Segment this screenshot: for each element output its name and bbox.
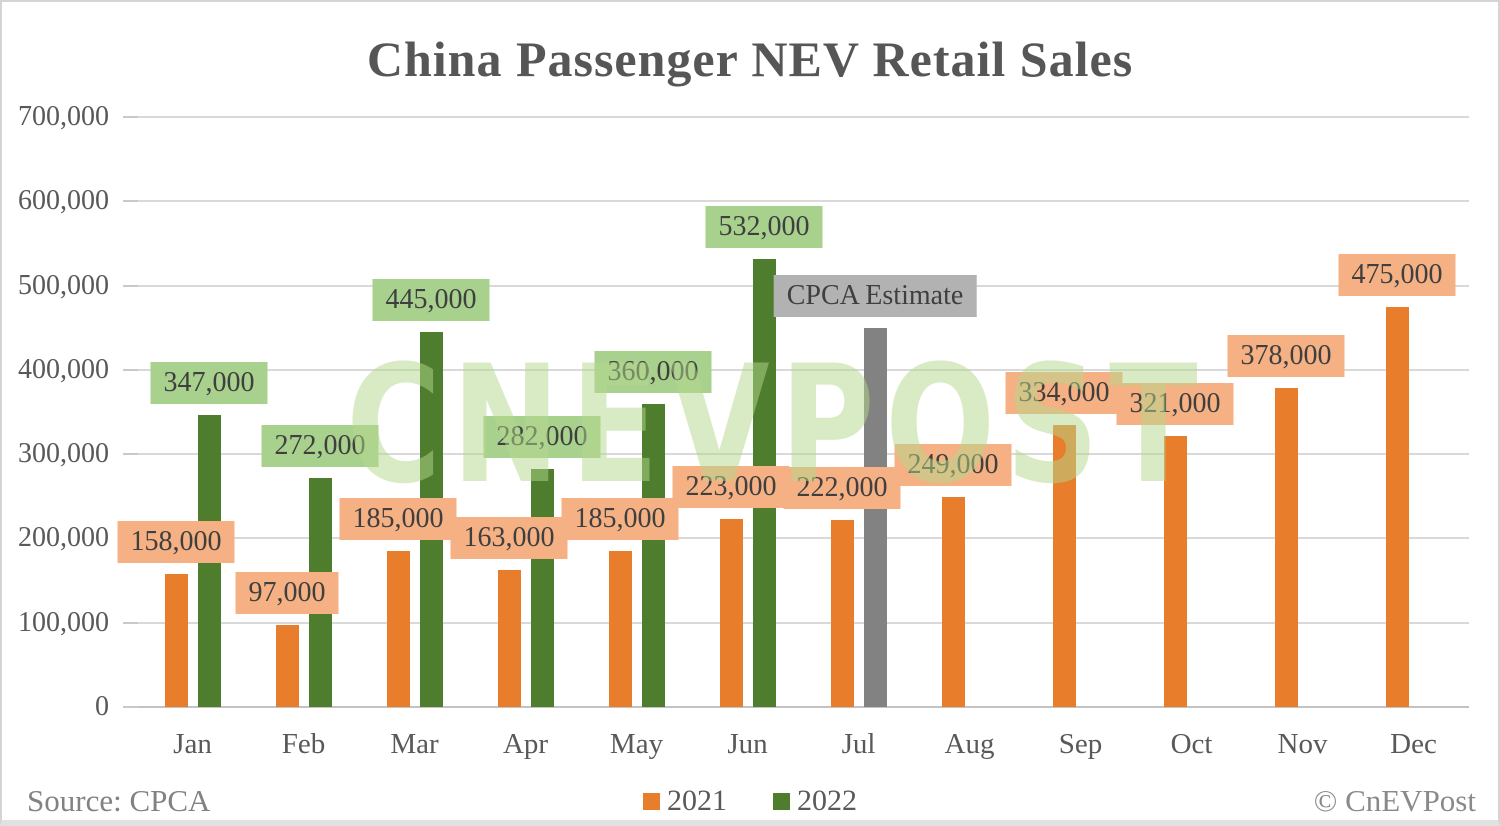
y-axis-tick-300000 [123,453,138,456]
chart-title: China Passenger NEV Retail Sales [366,31,1134,87]
x-axis-label-aug: Aug [944,728,995,760]
data-label-2021-jan: 158,000 [117,520,235,563]
data-label-2021-dec: 475,000 [1338,253,1456,296]
legend: 2021 2022 [643,786,857,816]
y-axis-tick-700000 [123,116,138,118]
x-axis-label-may: May [609,728,664,760]
bar-2022-apr [530,469,554,707]
y-axis-label-500000: 500,000 [18,269,109,301]
x-axis-label-dec: Dec [1390,728,1437,760]
gridline-600000 [137,200,1469,203]
y-axis-label-100000: 100,000 [18,606,109,638]
legend-swatch-2021 [643,792,660,810]
y-axis-tick-0 [123,706,138,708]
legend-item-2021: 2021 [643,786,727,816]
bar-2021-aug [941,497,965,707]
gridline-700000 [137,116,1469,118]
source-credit: Source: CPCA [27,783,211,818]
data-label-2022-feb: 272,000 [261,424,379,467]
legend-label-2022: 2022 [797,784,857,817]
data-label-2021-oct: 321,000 [1116,383,1234,426]
bar-2021-oct [1163,436,1187,707]
x-axis-label-feb: Feb [281,728,326,760]
y-axis-label-300000: 300,000 [18,438,109,470]
bar-2021-jan [164,573,188,707]
bar-2021-mar [386,551,410,707]
x-axis-label-jul: Jul [841,728,876,760]
y-axis-tick-500000 [123,284,138,287]
y-axis-label-700000: 700,000 [18,101,109,132]
x-axis-label-jun: Jun [727,728,768,760]
data-label-2022-apr: 282,000 [483,416,601,459]
bar-2021-apr [497,569,521,707]
data-label-2021-nov: 378,000 [1227,335,1345,378]
x-axis-label-sep: Sep [1058,728,1103,760]
gridline-0 [137,706,1469,708]
bar-2021-jun [719,519,743,707]
x-axis-label-jan: Jan [173,728,212,760]
gridline-100000 [137,621,1469,624]
data-label-2022-may: 360,000 [594,350,712,393]
bar-2022-estimate-jul [863,327,887,707]
data-label-2021-jun: 223,000 [672,466,790,509]
bar-2021-jul [830,519,854,707]
data-label-2021-feb: 97,000 [235,572,339,615]
bar-2021-may [608,551,632,707]
bar-2021-dec [1385,306,1409,707]
x-axis-label-apr: Apr [502,728,549,760]
data-label-2021-aug: 249,000 [894,444,1012,487]
legend-item-2022: 2022 [773,786,857,816]
x-axis-label-nov: Nov [1277,728,1328,760]
bar-2021-sep [1052,425,1076,707]
data-label-2022-jun: 532,000 [705,205,823,248]
legend-swatch-2022 [773,792,790,810]
data-label-2021-jul: 222,000 [783,466,901,509]
y-axis-label-200000: 200,000 [18,522,109,554]
data-label-2021-mar: 185,000 [339,498,457,541]
x-axis-label-oct: Oct [1170,728,1213,760]
copyright-credit: © CnEVPost [1313,783,1476,818]
gridline-400000 [137,368,1469,371]
x-axis-label-mar: Mar [390,728,439,760]
gridline-300000 [137,453,1469,456]
bar-2021-nov [1274,388,1298,707]
data-label-2022-mar: 445,000 [372,278,490,321]
y-axis-tick-600000 [123,200,138,203]
bar-2021-feb [275,625,299,707]
data-label-2021-apr: 163,000 [450,516,568,559]
data-label-estimate-jul: CPCA Estimate [773,274,977,317]
y-axis-tick-400000 [123,368,138,371]
y-axis-tick-100000 [123,621,138,624]
y-axis-label-0: 0 [95,691,109,722]
data-label-2021-may: 185,000 [561,498,679,541]
y-axis-label-600000: 600,000 [18,185,109,217]
bar-2022-may [641,403,665,707]
legend-label-2021: 2021 [667,784,727,817]
data-label-2022-jan: 347,000 [150,361,268,404]
data-label-2021-sep: 334,000 [1005,372,1123,415]
gridline-200000 [137,537,1469,540]
y-axis-label-400000: 400,000 [18,353,109,385]
